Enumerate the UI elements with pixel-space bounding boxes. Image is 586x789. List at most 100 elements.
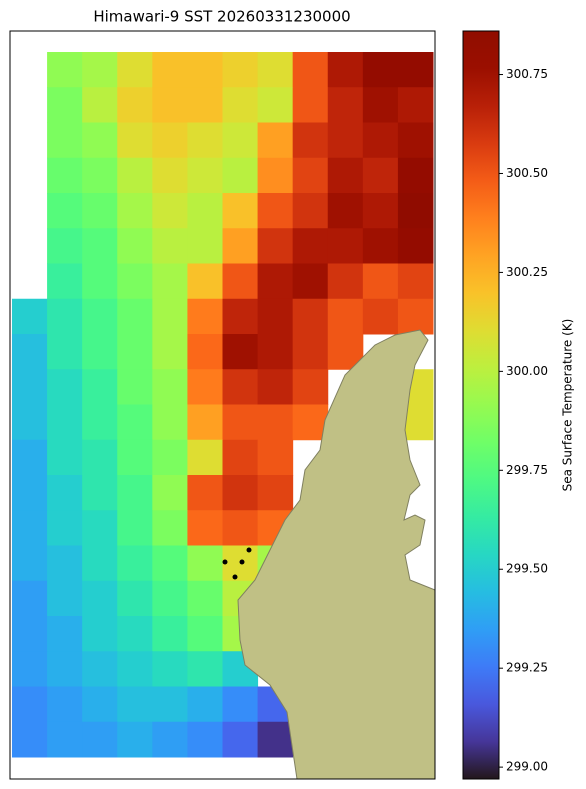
cell: [257, 298, 294, 335]
cell: [12, 439, 48, 476]
cell: [397, 157, 434, 194]
cell: [327, 122, 364, 159]
cell: [362, 298, 399, 335]
cell: [152, 334, 188, 370]
cell: [117, 580, 153, 617]
colorbar-tick-label: 299.50: [506, 562, 548, 576]
cell: [117, 404, 153, 441]
cell: [47, 298, 83, 335]
cell: [187, 439, 223, 476]
cell: [47, 52, 83, 88]
cell: [47, 369, 83, 405]
cell: [47, 122, 83, 159]
cell: [117, 52, 153, 88]
colorbar-label: Sea Surface Temperature (K): [561, 319, 575, 492]
colorbar-tick-label: 299.25: [506, 661, 548, 675]
cell: [187, 651, 223, 687]
cell: [152, 369, 188, 405]
cell: [187, 616, 223, 652]
cell: [362, 263, 399, 300]
cell: [327, 228, 364, 264]
cell: [257, 369, 294, 405]
cell: [117, 263, 153, 300]
cell: [187, 475, 223, 511]
cell: [397, 228, 434, 264]
cell: [117, 510, 153, 546]
cell: [82, 404, 118, 441]
cell: [187, 228, 223, 264]
cell: [82, 686, 118, 723]
cell: [222, 263, 259, 300]
cell: [152, 298, 188, 335]
cell: [117, 122, 153, 159]
cell: [12, 334, 48, 370]
cell: [187, 87, 223, 123]
cell: [292, 369, 329, 405]
cell: [82, 122, 118, 159]
cell: [12, 580, 48, 617]
cell: [152, 122, 188, 159]
cell: [117, 475, 153, 511]
cell: [362, 193, 399, 229]
cell: [187, 122, 223, 159]
cell: [327, 87, 364, 123]
cell: [47, 721, 83, 758]
cell: [82, 369, 118, 405]
station: [232, 574, 238, 580]
cell: [117, 87, 153, 123]
cell: [327, 263, 364, 300]
cell: [12, 404, 48, 441]
cell: [152, 475, 188, 511]
cell: [47, 475, 83, 511]
cell: [362, 157, 399, 194]
cell: [292, 263, 329, 300]
colorbar-tick-label: 300.00: [506, 364, 548, 378]
cell: [47, 616, 83, 652]
cell: [82, 157, 118, 194]
cell: [117, 721, 153, 758]
cell: [397, 263, 434, 300]
stations: [222, 547, 252, 580]
cell: [47, 510, 83, 546]
cell: [152, 404, 188, 441]
cell: [187, 404, 223, 441]
cell: [292, 87, 329, 123]
cell: [117, 298, 153, 335]
cell: [222, 686, 259, 723]
cell: [397, 122, 434, 159]
cell: [12, 298, 48, 335]
cell: [257, 721, 294, 758]
cell: [222, 721, 259, 758]
cell: [12, 545, 48, 582]
cell: [222, 334, 259, 370]
cell: [327, 52, 364, 88]
cell: [292, 122, 329, 159]
colorbar-tick-label: 300.25: [506, 265, 548, 279]
cell: [222, 52, 259, 88]
cell: [362, 87, 399, 123]
cell: [152, 87, 188, 123]
cell: [12, 616, 48, 652]
cell: [257, 228, 294, 264]
cell: [47, 228, 83, 264]
cell: [397, 87, 434, 123]
cell: [257, 193, 294, 229]
cell: [47, 651, 83, 687]
cell: [292, 157, 329, 194]
cell: [222, 228, 259, 264]
cell: [362, 122, 399, 159]
station: [246, 547, 252, 553]
cell: [82, 651, 118, 687]
cell: [362, 52, 399, 88]
cell: [222, 439, 259, 476]
cell: [47, 334, 83, 370]
cell: [292, 334, 329, 370]
cell: [117, 193, 153, 229]
cell: [257, 404, 294, 441]
cell: [187, 193, 223, 229]
colorbar-tick-label: 300.50: [506, 166, 548, 180]
land: [237, 329, 436, 780]
cell: [12, 475, 48, 511]
cell: [47, 87, 83, 123]
cell: [152, 651, 188, 687]
